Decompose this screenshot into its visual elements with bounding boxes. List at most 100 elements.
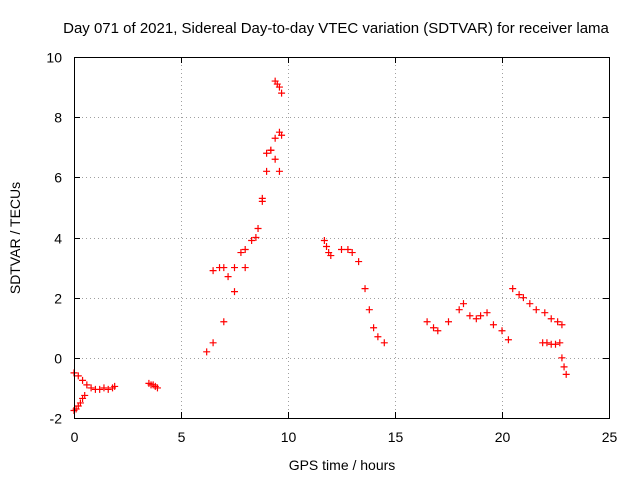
data-point — [504, 336, 512, 344]
x-tick-label: 5 — [178, 429, 186, 445]
data-point — [455, 306, 463, 314]
series-seg-mid-1 — [320, 237, 335, 260]
data-point — [220, 318, 228, 326]
data-point — [430, 324, 438, 332]
data-point — [380, 339, 388, 347]
data-point — [472, 315, 480, 323]
data-point — [104, 385, 112, 393]
data-point — [532, 306, 540, 314]
data-point — [100, 384, 108, 392]
data-point — [111, 382, 119, 390]
data-point — [445, 318, 452, 326]
data-point — [278, 131, 286, 139]
series-seg-early-1 — [70, 369, 119, 393]
data-point — [543, 339, 551, 347]
series-seg-rise-2 — [209, 146, 283, 281]
data-point — [355, 258, 363, 266]
series-seg-late-3 — [539, 339, 564, 348]
data-point — [87, 384, 95, 392]
x-axis-label: GPS time / hours — [289, 457, 396, 473]
data-point — [509, 285, 517, 293]
data-point — [209, 267, 217, 275]
y-tick-labels: -2 0 2 4 6 8 10 — [46, 50, 62, 427]
data-point — [231, 288, 238, 296]
data-point — [278, 89, 286, 97]
data-point — [248, 237, 256, 245]
data-point — [241, 246, 249, 254]
data-point — [541, 309, 549, 317]
y-tick-label: 0 — [54, 351, 62, 367]
data-point — [552, 340, 559, 348]
x-tick-labels: 0 5 10 15 20 25 — [71, 429, 618, 445]
data-point — [254, 224, 262, 232]
data-point — [519, 294, 527, 302]
series-seg-late-2 — [509, 285, 566, 329]
data-point — [203, 348, 211, 356]
data-point — [271, 134, 279, 142]
data-point — [79, 376, 87, 384]
data-point — [423, 318, 431, 326]
y-tick-label: -2 — [50, 411, 63, 427]
data-point — [348, 249, 356, 257]
data-point — [560, 363, 568, 371]
x-tick-label: 10 — [281, 429, 297, 445]
y-tick-label: 4 — [54, 231, 62, 247]
data-point — [320, 237, 328, 245]
data-point — [263, 149, 271, 157]
y-tick-label: 2 — [54, 291, 62, 307]
data-point — [558, 321, 566, 329]
x-tick-label: 15 — [388, 429, 404, 445]
series-seg-peak — [271, 77, 286, 97]
data-point — [81, 391, 89, 399]
data-point — [365, 306, 373, 314]
data-point — [327, 252, 335, 260]
data-point — [547, 315, 555, 323]
series-seg-late-1 — [423, 300, 512, 344]
data-point — [361, 285, 369, 293]
x-tick-label: 20 — [495, 429, 511, 445]
data-point — [477, 312, 485, 320]
data-point — [241, 264, 249, 272]
y-tick-label: 8 — [54, 110, 62, 126]
series-seg-early-2 — [70, 391, 89, 414]
data-point — [153, 384, 161, 392]
data-point — [556, 339, 564, 347]
data-point — [558, 354, 566, 362]
axis-ticks — [74, 57, 610, 419]
data-point — [74, 372, 82, 380]
data-point — [459, 300, 467, 308]
data-point — [271, 155, 279, 163]
data-point — [554, 318, 562, 326]
data-point — [498, 327, 506, 335]
data-point — [562, 370, 570, 378]
y-tick-label: 10 — [46, 50, 62, 66]
data-point — [231, 264, 238, 272]
data-point — [526, 300, 534, 308]
data-point — [83, 381, 91, 389]
data-point — [263, 167, 271, 175]
data-point — [466, 312, 474, 320]
y-tick-label: 6 — [54, 170, 62, 186]
grid-lines — [74, 57, 609, 418]
y-axis-label: SDTVAR / TECUs — [7, 182, 23, 294]
series-seg-mid-2 — [338, 246, 388, 347]
series-seg-early-3 — [145, 379, 161, 392]
data-point — [275, 167, 283, 175]
data-point — [338, 246, 345, 254]
data-point — [209, 339, 217, 347]
data-point — [489, 321, 497, 329]
series-seg-rise-1 — [203, 128, 286, 356]
data-points — [70, 77, 570, 414]
x-tick-label: 0 — [71, 429, 79, 445]
data-point — [224, 273, 232, 281]
data-point — [96, 385, 104, 393]
x-tick-label: 25 — [602, 429, 618, 445]
data-point — [374, 333, 382, 341]
chart-title: Day 071 of 2021, Sidereal Day-to-day VTE… — [63, 20, 609, 37]
data-point — [267, 146, 275, 154]
series-seg-late-4 — [558, 354, 570, 378]
data-point — [344, 246, 352, 254]
data-point — [323, 243, 331, 251]
data-point — [76, 399, 84, 407]
